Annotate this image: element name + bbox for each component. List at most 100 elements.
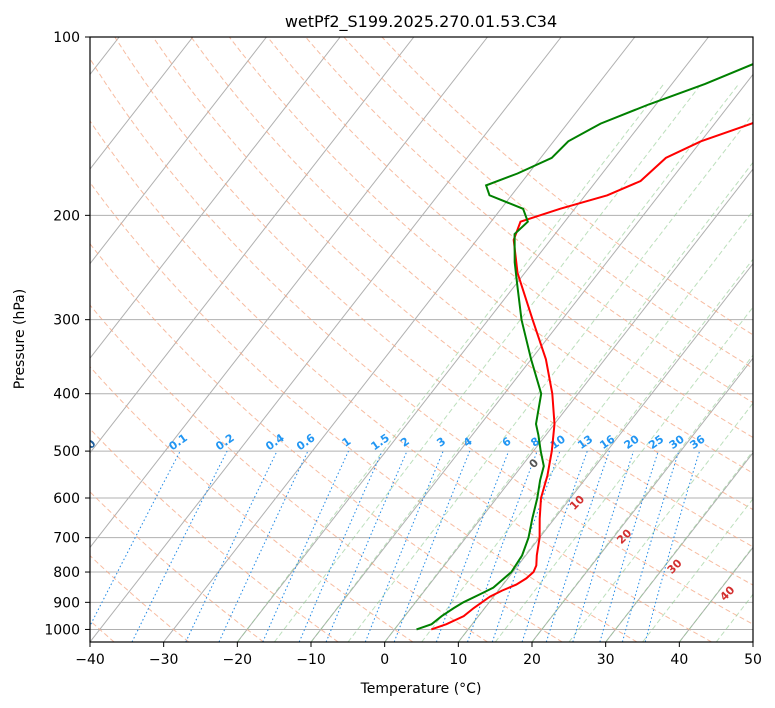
mixing-ratio-line	[262, 450, 349, 642]
isotherm-gridline	[90, 37, 194, 170]
mixing-ratio-line	[185, 450, 278, 642]
x-tick-label: 0	[380, 652, 389, 668]
dry-adiabat	[90, 491, 264, 642]
y-tick-label: 1000	[44, 622, 80, 638]
x-tick-label: 40	[670, 652, 688, 668]
x-axis-title: Temperature (°C)	[360, 681, 482, 697]
dry-adiabat-label: -20	[0, 413, 17, 436]
mixing-ratio-label: 25	[646, 433, 666, 452]
y-tick-label: 400	[53, 387, 80, 403]
x-tick-label: 10	[449, 652, 467, 668]
isotherm-gridline	[90, 37, 562, 642]
dry-adiabat	[381, 37, 753, 336]
dry-adiabat	[190, 37, 753, 511]
moist-adiabat-label: 0	[527, 456, 542, 471]
mixing-ratio-line	[298, 450, 383, 642]
dewpoint-profile	[416, 63, 753, 631]
mixing-ratio-line	[325, 450, 408, 642]
moist-adiabat	[347, 113, 753, 642]
dry-adiabat	[114, 37, 753, 586]
moist-adiabat	[568, 402, 753, 642]
mixing-ratio-line	[218, 450, 309, 642]
dry-adiabat-label: -10	[75, 437, 98, 460]
mixing-ratio-label: 20	[622, 432, 642, 452]
y-tick-label: 900	[53, 595, 80, 611]
isotherm-gridline	[90, 37, 267, 265]
mixing-ratio-label: 0.1	[166, 431, 189, 453]
moist-adiabat	[531, 354, 753, 642]
isotherm-gridline	[90, 37, 341, 360]
mixing-ratio-label: 36	[688, 432, 708, 452]
isotherm-gridline	[531, 357, 753, 642]
dry-adiabat	[90, 181, 638, 642]
mixing-ratio-label: 0.2	[213, 431, 236, 453]
x-tick-label: −10	[296, 652, 326, 668]
mixing-ratio-label: 1.5	[369, 431, 392, 453]
isotherm-gridline	[752, 641, 753, 642]
mixing-ratio-line	[364, 450, 444, 642]
mixing-ratio-line	[545, 450, 610, 642]
isotherm-gridline	[457, 262, 753, 642]
dry-adiabat	[152, 37, 753, 548]
plot-frame	[89, 36, 754, 643]
isotherm-gridline	[163, 37, 636, 642]
mixing-ratio-label: 16	[597, 432, 617, 452]
moist-adiabat-label: 40	[717, 583, 737, 603]
mixing-ratio-line	[90, 450, 181, 627]
isotherm-gridline	[236, 37, 709, 642]
moist-adiabat	[384, 161, 753, 642]
x-tick-label: 50	[744, 652, 762, 668]
dry-adiabat	[90, 243, 563, 642]
dry-adiabat	[90, 57, 753, 625]
isotherm-gridline	[605, 452, 753, 642]
moist-adiabat-label: 10	[567, 492, 587, 512]
mixing-ratio-label: 0.4	[263, 431, 287, 453]
mixing-ratio-line	[467, 450, 538, 642]
mixing-ratio-label: 10	[548, 432, 568, 452]
dry-adiabat	[267, 37, 753, 439]
mixing-ratio-line	[644, 450, 701, 642]
y-tick-label: 800	[53, 565, 80, 581]
x-tick-label: −20	[223, 652, 253, 668]
moist-adiabat	[458, 258, 753, 642]
y-tick-label: 100	[53, 30, 80, 46]
mixing-ratio-line	[621, 450, 680, 642]
mixing-ratio-line	[131, 450, 228, 642]
y-axis-title: Pressure (hPa)	[12, 289, 28, 389]
mixing-ratio-label: 1	[340, 435, 354, 450]
moist-adiabat	[642, 497, 753, 642]
moist-adiabat	[679, 545, 753, 642]
x-tick-label: −40	[75, 652, 105, 668]
dry-adiabat	[90, 428, 339, 642]
dry-adiabat	[343, 37, 753, 369]
isotherm-gridline	[90, 37, 488, 549]
dry-adiabat	[90, 304, 488, 642]
mixing-ratio-line	[521, 450, 588, 642]
mixing-ratio-label: 6	[500, 435, 514, 450]
plot-area: 0.10.20.40.611.52346810131620253036-100-…	[0, 37, 753, 642]
moist-adiabat	[605, 450, 753, 642]
y-tick-label: 600	[53, 491, 80, 507]
x-tick-label: −30	[149, 652, 179, 668]
y-tick-label: 300	[53, 313, 80, 329]
mixing-ratio-label: 0.6	[294, 431, 318, 453]
moist-adiabat-label: 30	[665, 556, 685, 576]
dry-adiabat	[305, 37, 753, 404]
moist-adiabat	[715, 593, 753, 642]
y-tick-label: 500	[53, 444, 80, 460]
dry-adiabat	[90, 120, 712, 642]
mixing-ratio-label: 3	[434, 435, 448, 450]
moist-adiabat	[421, 210, 753, 642]
mixing-ratio-line	[572, 450, 635, 642]
mixing-ratio-line	[599, 450, 659, 642]
axes: −40 −30 −20 −10 0 10 20 30 40 5010009008007006005…	[44, 30, 762, 668]
mixing-ratio-label: 2	[398, 435, 412, 450]
moist-adiabat-label: 20	[614, 526, 634, 546]
moist-adiabat	[237, 83, 665, 642]
moist-adiabat	[274, 83, 702, 642]
moist-adiabat	[494, 306, 753, 642]
dry-adiabat	[90, 365, 414, 642]
x-tick-label: 30	[597, 652, 615, 668]
y-tick-label: 200	[53, 208, 80, 224]
